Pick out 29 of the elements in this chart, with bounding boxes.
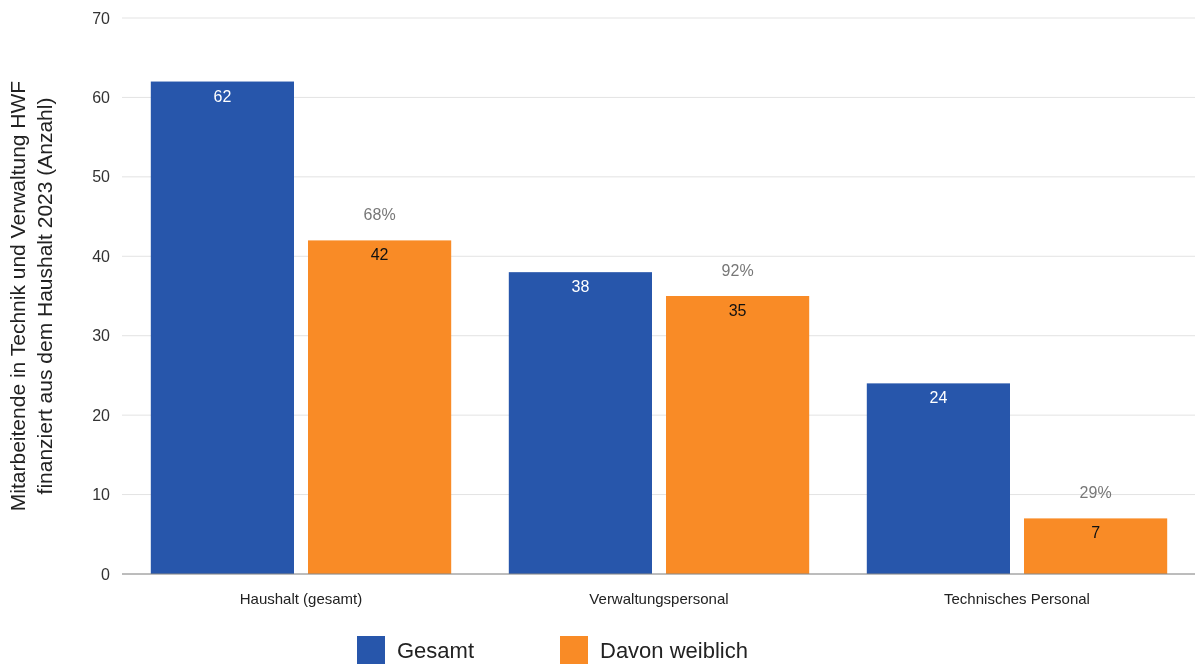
y-axis-title: Mitarbeitende in Technik und Verwaltung HWF finanziert aus dem Haushalt 2023 (Anzahl) (6, 80, 56, 512)
y-tick-label: 60 (92, 89, 111, 107)
y-tick-label: 0 (101, 565, 111, 583)
bar (666, 296, 810, 574)
y-tick-label: 10 (92, 486, 111, 504)
annotation: 92% (721, 262, 754, 279)
legend-label: Gesamt (397, 637, 475, 663)
y-tick-label: 20 (92, 406, 111, 424)
x-tick-label: Haushalt (gesamt) (239, 590, 363, 607)
data-label: 35 (728, 302, 747, 319)
bar (150, 81, 294, 574)
x-tick-label: Technisches Personal (944, 590, 1090, 607)
data-label: 38 (571, 278, 590, 296)
bar (866, 383, 1010, 574)
data-label: 24 (929, 389, 948, 407)
y-tick-label: 40 (92, 247, 111, 265)
x-tick-label: Verwaltungspersonal (589, 590, 729, 607)
y-tick-label: 30 (92, 327, 111, 345)
data-label: 62 (213, 87, 232, 105)
legend-label: Davon weiblich (600, 637, 748, 663)
annotation: 68% (363, 206, 396, 224)
data-label: 42 (370, 246, 389, 264)
data-label: 7 (1091, 524, 1101, 542)
bar (508, 272, 652, 574)
annotation: 29% (1079, 484, 1112, 502)
y-tick-label: 70 (92, 9, 111, 27)
bar (308, 240, 452, 574)
bar (1024, 518, 1168, 574)
y-tick-label: 50 (92, 168, 111, 186)
